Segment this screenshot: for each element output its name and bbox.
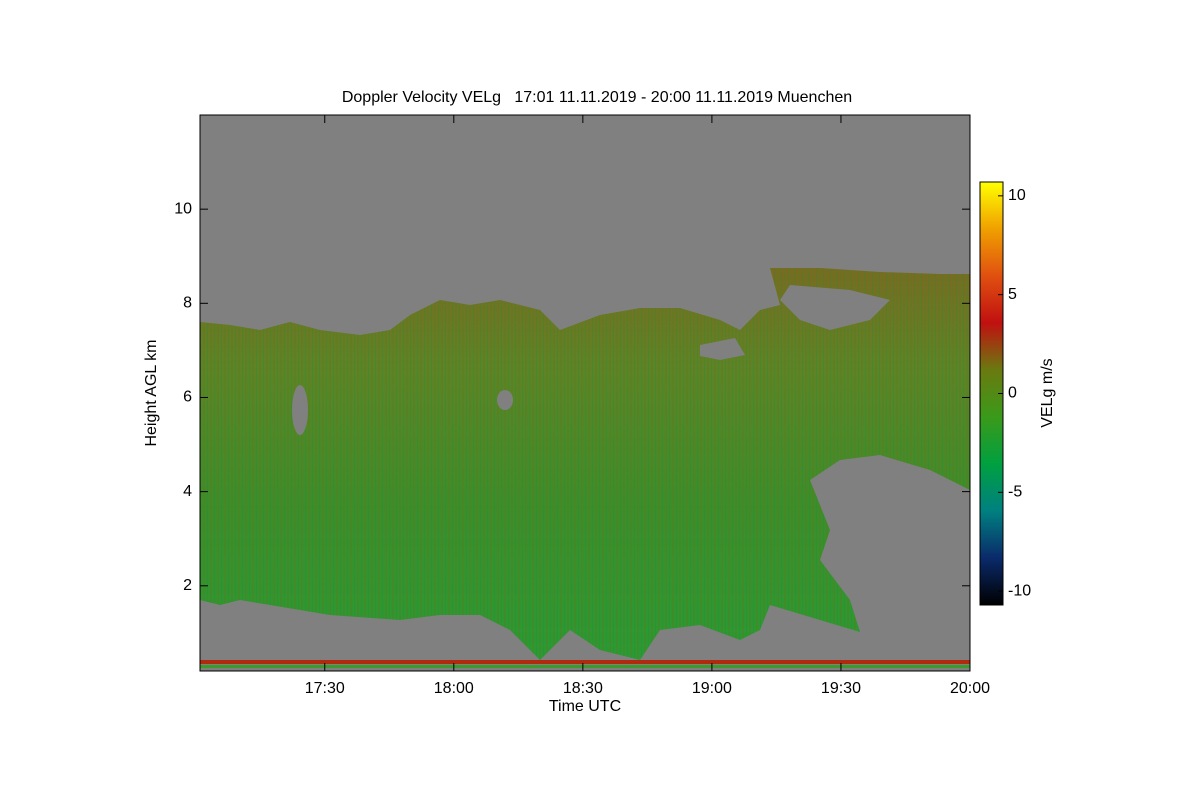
x-axis-label: Time UTC: [549, 698, 621, 715]
velocity-field: [200, 115, 970, 671]
y-tick-label: 8: [183, 295, 192, 312]
cloud-gap: [780, 285, 890, 330]
y-tick-label: 4: [183, 483, 192, 500]
colorbar-tick-label: -10: [1008, 582, 1031, 599]
plot-frame: [199, 114, 971, 672]
ground-clutter: [200, 660, 970, 664]
colorbar-tick-label: 10: [1008, 187, 1026, 204]
ground-clutter: [200, 665, 970, 668]
y-tick-label: 6: [183, 389, 192, 406]
colorbar-tick-label: -5: [1008, 484, 1022, 501]
x-tick-label: 20:00: [950, 680, 990, 697]
y-tick-label: 10: [174, 200, 192, 217]
colorbar: [980, 182, 1003, 605]
y-axis-label: Height AGL km: [143, 339, 160, 446]
x-tick-label: 18:30: [563, 680, 603, 697]
colorbar-tick-label: 5: [1008, 286, 1017, 303]
cloud-gap: [700, 338, 745, 360]
cloud-gap: [292, 385, 308, 435]
x-tick-label: 17:30: [305, 680, 345, 697]
x-tick-label: 19:30: [821, 680, 861, 697]
chart-title: Doppler Velocity VELg 17:01 11.11.2019 -…: [342, 89, 852, 106]
cloud-streaks: [200, 268, 970, 660]
colorbar-tick-label: 0: [1008, 385, 1017, 402]
x-tick-label: 18:00: [434, 680, 474, 697]
cloud-gap: [497, 390, 513, 410]
x-tick-label: 19:00: [692, 680, 732, 697]
y-tick-label: 2: [183, 577, 192, 594]
colorbar-label: VELg m/s: [1039, 358, 1056, 427]
